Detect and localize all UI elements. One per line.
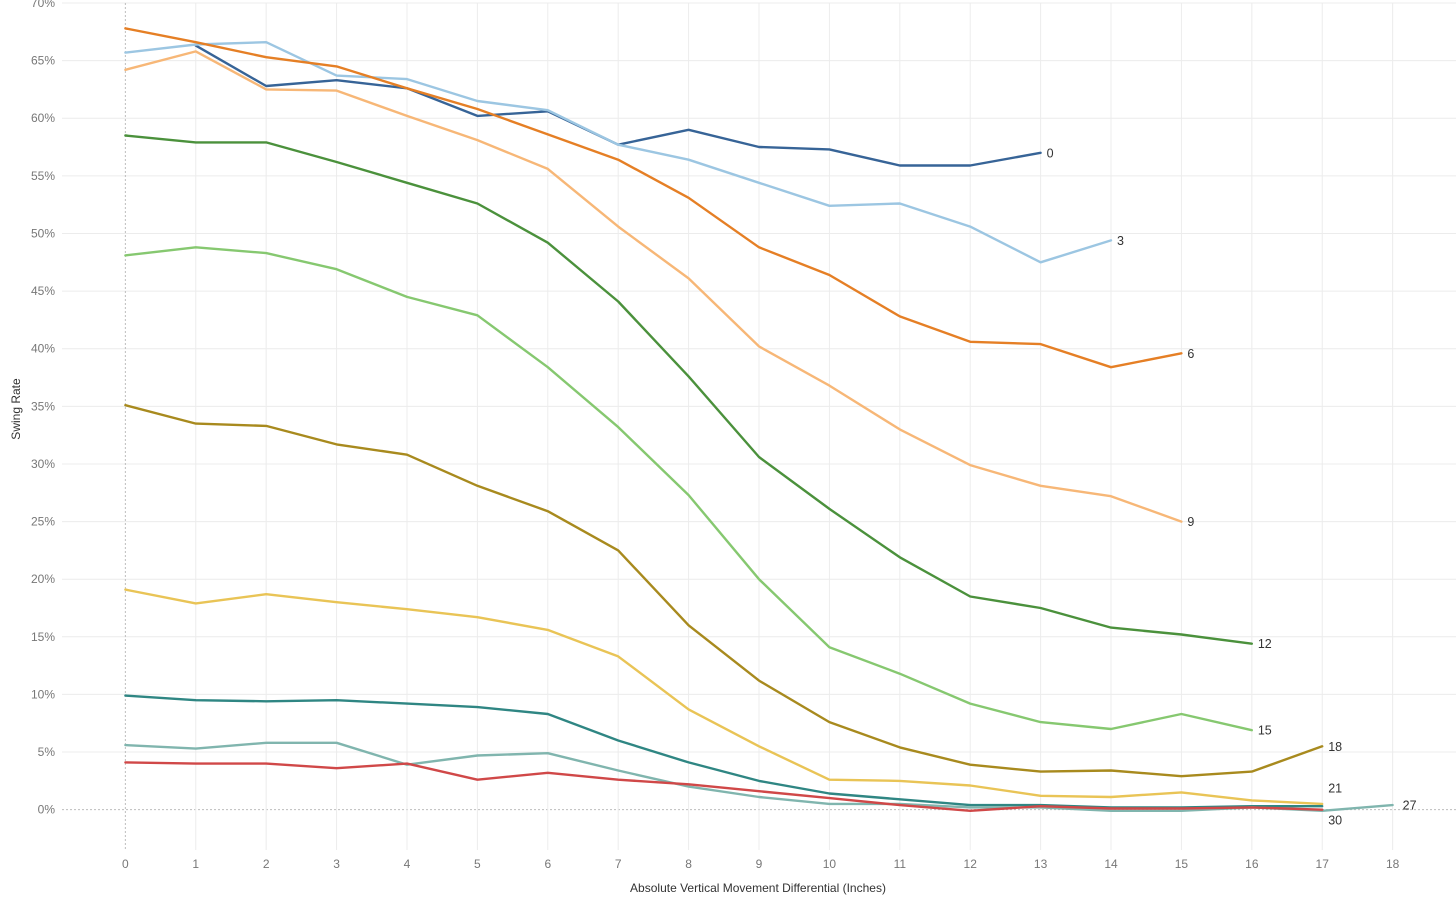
series-label-9: 9	[1187, 515, 1194, 529]
series-line-12	[124, 134, 1254, 645]
y-tick-label: 10%	[31, 687, 55, 701]
x-tick-label: 12	[964, 857, 978, 871]
x-tick-label: 18	[1386, 857, 1400, 871]
series-line-unlabeled	[124, 761, 1324, 812]
series-lines	[124, 27, 1394, 812]
y-tick-label: 15%	[31, 630, 55, 644]
series-line-6	[124, 27, 1183, 369]
y-tick-label: 30%	[31, 457, 55, 471]
series-line-15	[124, 246, 1254, 732]
series-line-9	[124, 50, 1183, 523]
x-tick-label: 10	[823, 857, 837, 871]
x-tick-label: 15	[1175, 857, 1189, 871]
y-tick-label: 20%	[31, 572, 55, 586]
series-line-18	[124, 404, 1324, 778]
y-tick-label: 0%	[38, 803, 56, 817]
series-label-18: 18	[1328, 740, 1342, 754]
x-tick-label: 16	[1245, 857, 1259, 871]
x-tick-label: 6	[544, 857, 551, 871]
y-tick-label: 60%	[31, 111, 55, 125]
series-line-27	[124, 741, 1394, 812]
series-line-21	[124, 588, 1324, 806]
series-label-12: 12	[1258, 637, 1272, 651]
y-tick-label: 70%	[31, 0, 55, 10]
y-tick-label: 35%	[31, 399, 55, 413]
y-tick-label: 65%	[31, 54, 55, 68]
x-tick-label: 14	[1104, 857, 1118, 871]
x-tick-label: 0	[122, 857, 129, 871]
series-label-27: 27	[1403, 799, 1417, 813]
series-label-3: 3	[1117, 234, 1124, 248]
x-tick-label: 11	[894, 857, 907, 871]
y-tick-label: 45%	[31, 284, 55, 298]
x-tick-label: 2	[263, 857, 270, 871]
series-label-6: 6	[1187, 347, 1194, 361]
x-tick-label: 5	[474, 857, 481, 871]
series-label-15: 15	[1258, 724, 1272, 738]
x-tick-label: 3	[333, 857, 340, 871]
y-tick-label: 55%	[31, 169, 55, 183]
series-label-21: 21	[1328, 781, 1342, 795]
x-tick-label: 17	[1316, 857, 1330, 871]
y-tick-label: 40%	[31, 342, 55, 356]
x-tick-label: 4	[404, 857, 411, 871]
y-tick-label: 50%	[31, 226, 55, 240]
x-axis-title: Absolute Vertical Movement Differential …	[630, 881, 886, 895]
series-label-0: 0	[1047, 146, 1054, 160]
y-axis-title: Swing Rate	[9, 378, 23, 440]
series-labels: 0 3 6 9 12 15 18 21 30 27	[1047, 146, 1417, 827]
x-tick-label: 8	[685, 857, 692, 871]
x-tick-label: 9	[756, 857, 763, 871]
y-tick-label: 5%	[38, 745, 56, 759]
x-tick-label: 1	[192, 857, 199, 871]
series-line-3	[124, 41, 1113, 264]
x-tick-label: 7	[615, 857, 622, 871]
grid	[62, 2, 1456, 850]
axes: 0% 5% 10% 15% 20% 25% 30% 35% 40% 45% 50% 55% 60% 65%…	[31, 0, 1400, 871]
y-tick-label: 25%	[31, 515, 55, 529]
series-label-30: 30	[1328, 814, 1342, 828]
x-tick-label: 13	[1034, 857, 1048, 871]
